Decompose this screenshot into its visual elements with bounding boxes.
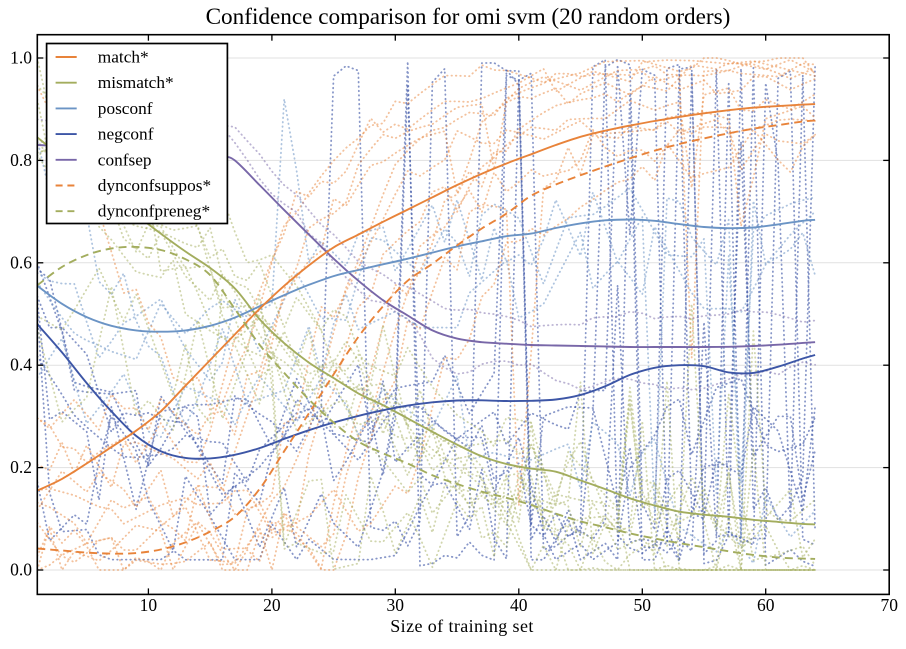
svg-text:50: 50 — [634, 595, 652, 615]
svg-text:60: 60 — [757, 595, 775, 615]
svg-text:dynconfsuppos*: dynconfsuppos* — [98, 176, 211, 195]
svg-text:0.6: 0.6 — [10, 252, 32, 272]
svg-text:0.0: 0.0 — [10, 560, 32, 580]
svg-text:posconf: posconf — [98, 99, 153, 118]
svg-text:10: 10 — [140, 595, 158, 615]
svg-text:0.2: 0.2 — [10, 457, 32, 477]
svg-text:40: 40 — [510, 595, 528, 615]
svg-text:0.8: 0.8 — [10, 150, 32, 170]
svg-text:20: 20 — [263, 595, 281, 615]
svg-text:0.4: 0.4 — [10, 355, 32, 375]
svg-text:match*: match* — [98, 48, 149, 67]
svg-text:confsep: confsep — [98, 150, 152, 169]
svg-text:Confidence comparison for omi: Confidence comparison for omi svm (20 ra… — [206, 4, 731, 30]
svg-text:negconf: negconf — [98, 125, 154, 144]
svg-text:mismatch*: mismatch* — [98, 73, 174, 92]
svg-text:Size of training set: Size of training set — [390, 616, 533, 636]
svg-text:dynconfpreneg*: dynconfpreneg* — [98, 202, 210, 221]
svg-text:1.0: 1.0 — [10, 48, 32, 68]
svg-text:70: 70 — [880, 595, 898, 615]
svg-text:30: 30 — [387, 595, 405, 615]
